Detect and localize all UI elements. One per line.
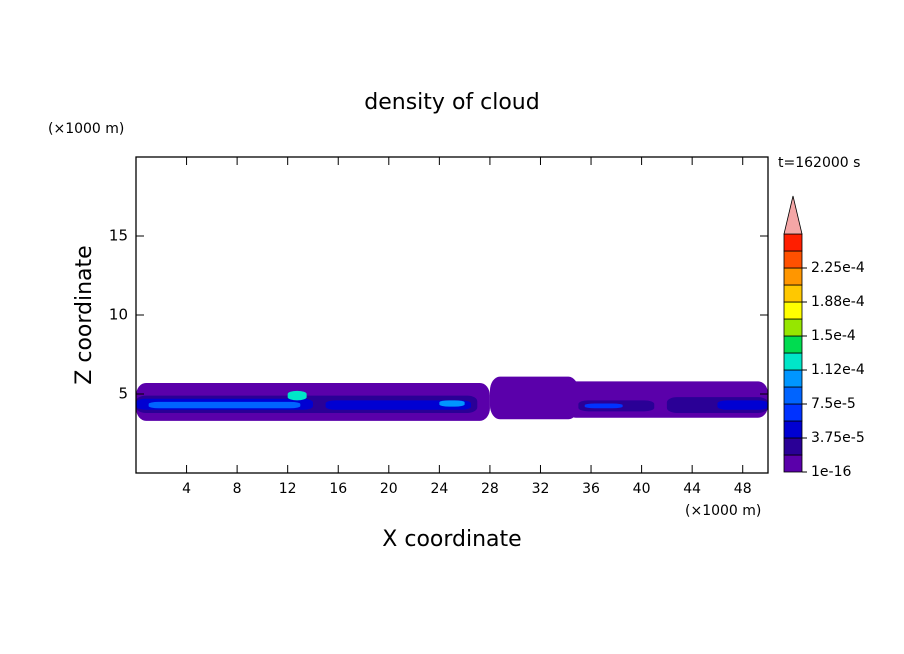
contour-region — [148, 401, 301, 409]
colorbar-tick-label: 1.5e-4 — [811, 328, 856, 344]
contour-region — [287, 390, 307, 401]
colorbar-band — [783, 267, 803, 286]
plot-frame — [135, 156, 769, 474]
x-tick-label: 24 — [430, 481, 448, 497]
contour-region — [489, 376, 579, 420]
colorbar-band — [783, 403, 803, 422]
time-label: t=162000 s — [778, 155, 860, 171]
x-tick-label: 4 — [182, 481, 191, 497]
x-tick-label: 20 — [380, 481, 398, 497]
y-tick-label: 10 — [109, 306, 128, 324]
y-tick-label: 5 — [118, 385, 128, 403]
x-tick-label: 48 — [734, 481, 752, 497]
contour-region — [439, 400, 465, 407]
colorbar-tick-label: 2.25e-4 — [811, 260, 865, 276]
contour-region — [584, 403, 623, 409]
x-tick-label: 32 — [532, 481, 550, 497]
x-tick-label: 12 — [279, 481, 297, 497]
colorbar-extend — [783, 195, 803, 235]
y-unit: (×1000 m) — [48, 121, 124, 137]
colorbar-tick-label: 7.5e-5 — [811, 396, 856, 412]
colorbar-band — [783, 318, 803, 337]
colorbar-tick-label: 1e-16 — [811, 464, 851, 480]
colorbar-band — [783, 386, 803, 405]
x-tick-label: 28 — [481, 481, 499, 497]
colorbar-band — [783, 437, 803, 456]
x-tick-label: 8 — [233, 481, 242, 497]
x-tick-label: 16 — [329, 481, 347, 497]
colorbar-band — [783, 369, 803, 388]
colorbar-band — [783, 454, 803, 473]
colorbar-tick-label: 3.75e-5 — [811, 430, 865, 446]
y-tick-label: 15 — [109, 227, 128, 245]
colorbar-band — [783, 420, 803, 439]
colorbar-band — [783, 233, 803, 252]
colorbar-band — [783, 301, 803, 320]
x-tick-label: 36 — [582, 481, 600, 497]
x-axis-label: X coordinate — [382, 527, 521, 552]
colorbar-tick-label: 1.12e-4 — [811, 362, 865, 378]
colorbar-band — [783, 250, 803, 269]
colorbar-band — [783, 352, 803, 371]
colorbar-band — [783, 284, 803, 303]
y-axis-label: Z coordinate — [72, 245, 97, 384]
contour-region — [325, 400, 471, 410]
colorbar-band — [783, 335, 803, 354]
chart-title: density of cloud — [364, 90, 539, 115]
colorbar-tick-label: 1.88e-4 — [811, 294, 865, 310]
x-tick-label: 40 — [633, 481, 651, 497]
x-unit: (×1000 m) — [685, 503, 761, 519]
contour-region — [717, 400, 768, 410]
x-tick-label: 44 — [683, 481, 701, 497]
